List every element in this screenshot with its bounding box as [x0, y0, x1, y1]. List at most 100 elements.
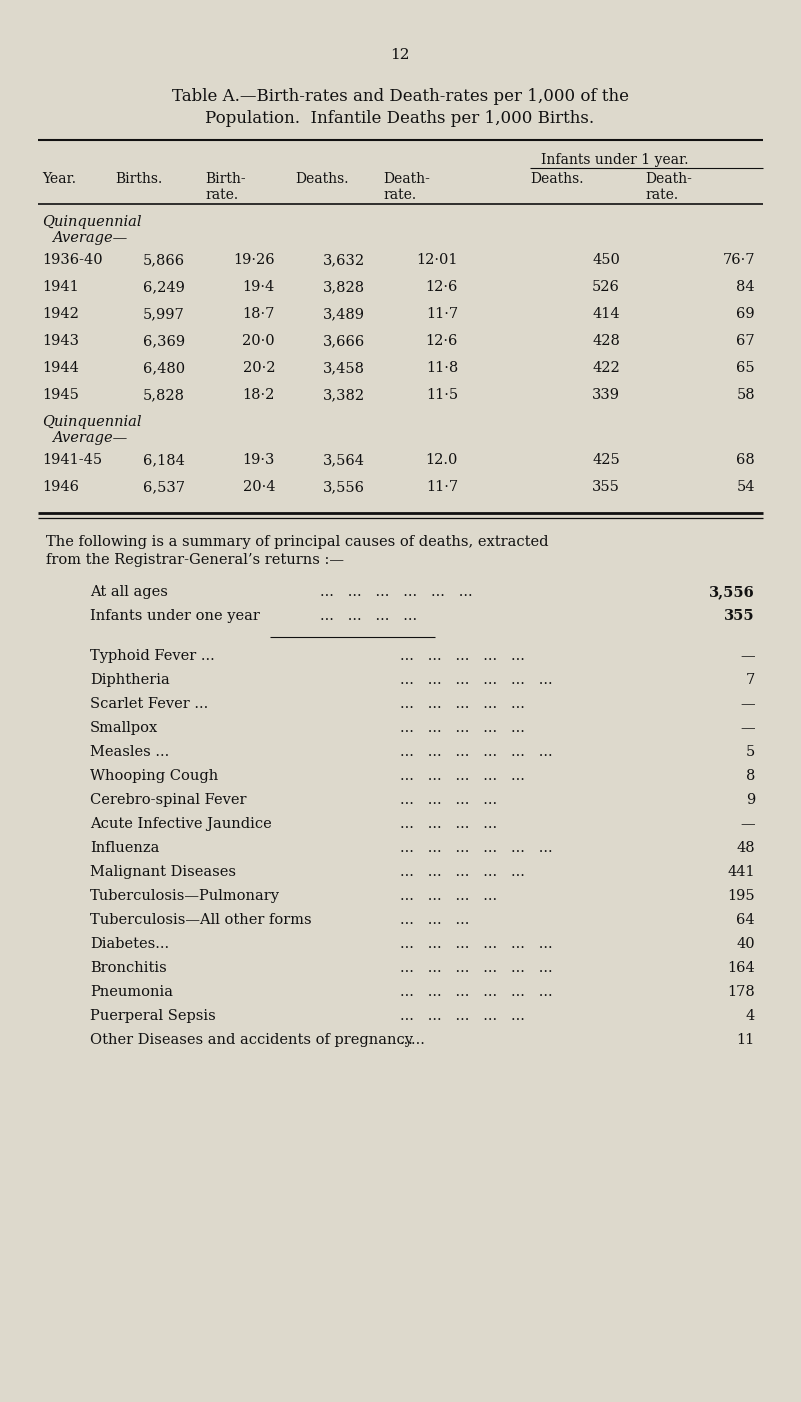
Text: 441: 441: [727, 865, 755, 879]
Text: Deaths.: Deaths.: [295, 172, 348, 186]
Text: At all ages: At all ages: [90, 585, 168, 599]
Text: Average—: Average—: [52, 430, 127, 444]
Text: 178: 178: [727, 986, 755, 1000]
Text: 19·3: 19·3: [243, 453, 275, 467]
Text: Measles ...: Measles ...: [90, 744, 169, 758]
Text: 3,382: 3,382: [323, 388, 365, 402]
Text: 3,458: 3,458: [323, 360, 365, 374]
Text: 6,480: 6,480: [143, 360, 185, 374]
Text: 164: 164: [727, 960, 755, 974]
Text: 5,997: 5,997: [143, 307, 185, 321]
Text: Table A.—Birth-rates and Death-rates per 1,000 of the: Table A.—Birth-rates and Death-rates per…: [171, 88, 629, 105]
Text: ...   ...   ...   ...   ...: ... ... ... ... ...: [400, 1009, 525, 1023]
Text: 355: 355: [724, 608, 755, 622]
Text: 18·7: 18·7: [243, 307, 275, 321]
Text: ...   ...   ...   ...   ...: ... ... ... ... ...: [400, 770, 525, 782]
Text: 7: 7: [746, 673, 755, 687]
Text: 3,556: 3,556: [709, 585, 755, 599]
Text: 58: 58: [736, 388, 755, 402]
Text: 3,564: 3,564: [323, 453, 365, 467]
Text: 64: 64: [736, 913, 755, 927]
Text: 20·2: 20·2: [243, 360, 275, 374]
Text: 3,828: 3,828: [323, 280, 365, 294]
Text: Death-
rate.: Death- rate.: [383, 172, 430, 202]
Text: Population.  Infantile Deaths per 1,000 Births.: Population. Infantile Deaths per 1,000 B…: [205, 109, 594, 128]
Text: 355: 355: [592, 479, 620, 494]
Text: 5: 5: [746, 744, 755, 758]
Text: 12·6: 12·6: [425, 280, 458, 294]
Text: ...: ...: [400, 1033, 414, 1047]
Text: 18·2: 18·2: [243, 388, 275, 402]
Text: 3,489: 3,489: [323, 307, 365, 321]
Text: Year.: Year.: [42, 172, 76, 186]
Text: 67: 67: [736, 334, 755, 348]
Text: —: —: [740, 721, 755, 735]
Text: Birth-
rate.: Birth- rate.: [205, 172, 246, 202]
Text: 19·4: 19·4: [243, 280, 275, 294]
Text: 3,632: 3,632: [323, 252, 365, 266]
Text: Deaths.: Deaths.: [530, 172, 583, 186]
Text: 3,666: 3,666: [323, 334, 365, 348]
Text: 1946: 1946: [42, 479, 79, 494]
Text: 68: 68: [736, 453, 755, 467]
Text: 9: 9: [746, 794, 755, 808]
Text: 6,537: 6,537: [143, 479, 185, 494]
Text: ...   ...   ...   ...   ...: ... ... ... ... ...: [400, 649, 525, 663]
Text: 11: 11: [737, 1033, 755, 1047]
Text: Tuberculosis—All other forms: Tuberculosis—All other forms: [90, 913, 312, 927]
Text: —: —: [740, 817, 755, 831]
Text: 40: 40: [736, 937, 755, 951]
Text: ...   ...   ...   ...   ...   ...: ... ... ... ... ... ...: [400, 986, 553, 1000]
Text: 20·4: 20·4: [243, 479, 275, 494]
Text: from the Registrar-General’s returns :—: from the Registrar-General’s returns :—: [46, 552, 344, 566]
Text: 339: 339: [592, 388, 620, 402]
Text: ...   ...   ...   ...   ...   ...: ... ... ... ... ... ...: [400, 744, 553, 758]
Text: 11·7: 11·7: [426, 307, 458, 321]
Text: 11·8: 11·8: [426, 360, 458, 374]
Text: 1941: 1941: [42, 280, 78, 294]
Text: 5,828: 5,828: [143, 388, 185, 402]
Text: Puerperal Sepsis: Puerperal Sepsis: [90, 1009, 215, 1023]
Text: 1936-40: 1936-40: [42, 252, 103, 266]
Text: 1945: 1945: [42, 388, 78, 402]
Text: ...   ...   ...   ...   ...   ...: ... ... ... ... ... ...: [400, 841, 553, 855]
Text: 425: 425: [592, 453, 620, 467]
Text: Acute Infective Jaundice: Acute Infective Jaundice: [90, 817, 272, 831]
Text: Smallpox: Smallpox: [90, 721, 159, 735]
Text: 414: 414: [593, 307, 620, 321]
Text: 1943: 1943: [42, 334, 79, 348]
Text: ...   ...   ...   ...   ...   ...: ... ... ... ... ... ...: [320, 585, 473, 599]
Text: 12·01: 12·01: [417, 252, 458, 266]
Text: 1942: 1942: [42, 307, 78, 321]
Text: Quinquennial: Quinquennial: [42, 415, 142, 429]
Text: Births.: Births.: [115, 172, 163, 186]
Text: 422: 422: [592, 360, 620, 374]
Text: Bronchitis: Bronchitis: [90, 960, 167, 974]
Text: 1941-45: 1941-45: [42, 453, 102, 467]
Text: 54: 54: [736, 479, 755, 494]
Text: —: —: [740, 649, 755, 663]
Text: 84: 84: [736, 280, 755, 294]
Text: ...   ...   ...   ...   ...: ... ... ... ... ...: [400, 697, 525, 711]
Text: Diabetes...: Diabetes...: [90, 937, 169, 951]
Text: Death-
rate.: Death- rate.: [645, 172, 692, 202]
Text: 48: 48: [736, 841, 755, 855]
Text: Typhoid Fever ...: Typhoid Fever ...: [90, 649, 215, 663]
Text: 19·26: 19·26: [233, 252, 275, 266]
Text: 11·5: 11·5: [426, 388, 458, 402]
Text: Average—: Average—: [52, 231, 127, 245]
Text: 6,369: 6,369: [143, 334, 185, 348]
Text: 6,249: 6,249: [143, 280, 185, 294]
Text: Infants under 1 year.: Infants under 1 year.: [541, 153, 689, 167]
Text: Malignant Diseases: Malignant Diseases: [90, 865, 236, 879]
Text: 450: 450: [592, 252, 620, 266]
Text: ...   ...   ...   ...: ... ... ... ...: [400, 794, 497, 808]
Text: 76·7: 76·7: [723, 252, 755, 266]
Text: 526: 526: [592, 280, 620, 294]
Text: 12.0: 12.0: [425, 453, 458, 467]
Text: 12·6: 12·6: [425, 334, 458, 348]
Text: ...   ...   ...   ...   ...   ...: ... ... ... ... ... ...: [400, 673, 553, 687]
Text: 195: 195: [727, 889, 755, 903]
Text: 12: 12: [390, 48, 410, 62]
Text: ...   ...   ...   ...   ...   ...: ... ... ... ... ... ...: [400, 937, 553, 951]
